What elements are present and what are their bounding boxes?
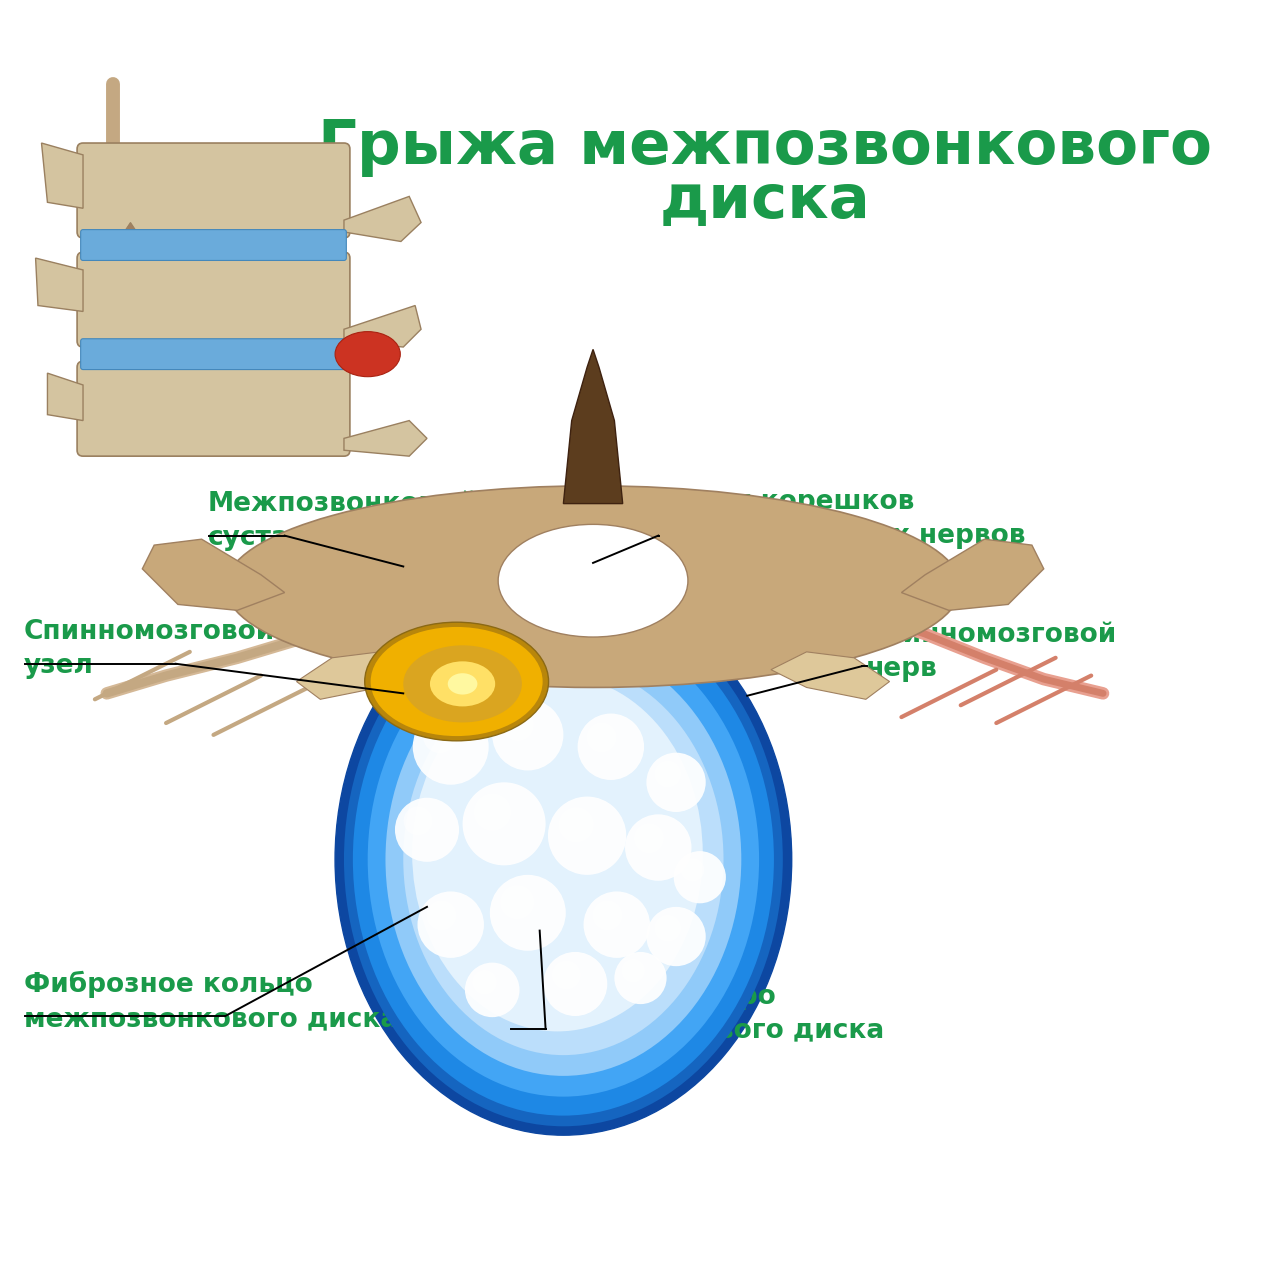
Ellipse shape [403, 664, 723, 1055]
Ellipse shape [543, 952, 607, 1016]
Ellipse shape [646, 906, 705, 966]
Text: Грыжа межпозвонкового: Грыжа межпозвонкового [317, 118, 1212, 177]
Ellipse shape [371, 627, 543, 736]
FancyBboxPatch shape [77, 361, 349, 456]
Polygon shape [563, 349, 622, 503]
Polygon shape [344, 306, 421, 347]
Ellipse shape [586, 722, 617, 753]
FancyBboxPatch shape [81, 339, 347, 370]
Ellipse shape [412, 676, 703, 1032]
Ellipse shape [426, 900, 457, 931]
Ellipse shape [548, 796, 626, 874]
Polygon shape [344, 196, 421, 242]
Ellipse shape [584, 891, 650, 957]
Ellipse shape [422, 719, 457, 753]
Ellipse shape [577, 713, 644, 780]
Ellipse shape [448, 673, 477, 695]
Text: Спинномозговой
нерв: Спинномозговой нерв [865, 622, 1117, 682]
Ellipse shape [365, 622, 549, 741]
Polygon shape [41, 143, 83, 209]
Ellipse shape [465, 963, 520, 1018]
Text: Пульпозное ядро
межпозвонкового диска: Пульпозное ядро межпозвонкового диска [509, 983, 884, 1043]
Text: диска: диска [659, 172, 870, 230]
Polygon shape [36, 259, 83, 311]
Ellipse shape [335, 584, 792, 1135]
Ellipse shape [403, 806, 433, 836]
Ellipse shape [472, 970, 497, 995]
Ellipse shape [654, 915, 681, 942]
FancyBboxPatch shape [77, 252, 349, 347]
Ellipse shape [593, 900, 622, 931]
Ellipse shape [681, 858, 704, 882]
Ellipse shape [625, 814, 691, 881]
Polygon shape [344, 421, 428, 456]
Text: Фиброзное кольцо
межпозвонкового диска: Фиброзное кольцо межпозвонкового диска [24, 972, 398, 1033]
Ellipse shape [490, 874, 566, 951]
Text: Пучок корешков
спинномозговых нервов: Пучок корешков спинномозговых нервов [658, 489, 1025, 549]
Ellipse shape [225, 486, 961, 687]
FancyBboxPatch shape [77, 143, 349, 238]
Ellipse shape [474, 794, 511, 831]
Ellipse shape [417, 891, 484, 957]
Ellipse shape [500, 884, 534, 919]
Text: Межпозвонковый
сустав: Межпозвонковый сустав [207, 492, 477, 552]
Ellipse shape [673, 851, 726, 904]
Ellipse shape [654, 760, 681, 787]
Ellipse shape [462, 782, 545, 865]
Text: Спинномозговой
узел: Спинномозговой узел [24, 620, 275, 680]
Ellipse shape [498, 525, 687, 637]
Polygon shape [142, 539, 284, 611]
Ellipse shape [396, 797, 460, 861]
Polygon shape [106, 223, 154, 259]
Ellipse shape [430, 662, 495, 707]
Polygon shape [297, 652, 415, 699]
FancyBboxPatch shape [81, 229, 347, 260]
Ellipse shape [614, 952, 667, 1004]
Ellipse shape [621, 959, 645, 983]
Ellipse shape [353, 603, 774, 1116]
Ellipse shape [412, 709, 489, 785]
Ellipse shape [634, 823, 664, 854]
Polygon shape [771, 652, 890, 699]
Ellipse shape [385, 643, 741, 1076]
Ellipse shape [552, 960, 581, 989]
Ellipse shape [403, 645, 522, 722]
Ellipse shape [646, 753, 705, 812]
Ellipse shape [493, 699, 563, 771]
Ellipse shape [335, 332, 401, 376]
Polygon shape [901, 539, 1043, 611]
Ellipse shape [344, 593, 783, 1126]
Ellipse shape [558, 808, 594, 842]
Ellipse shape [367, 622, 759, 1097]
Ellipse shape [502, 709, 534, 741]
Polygon shape [47, 374, 83, 421]
